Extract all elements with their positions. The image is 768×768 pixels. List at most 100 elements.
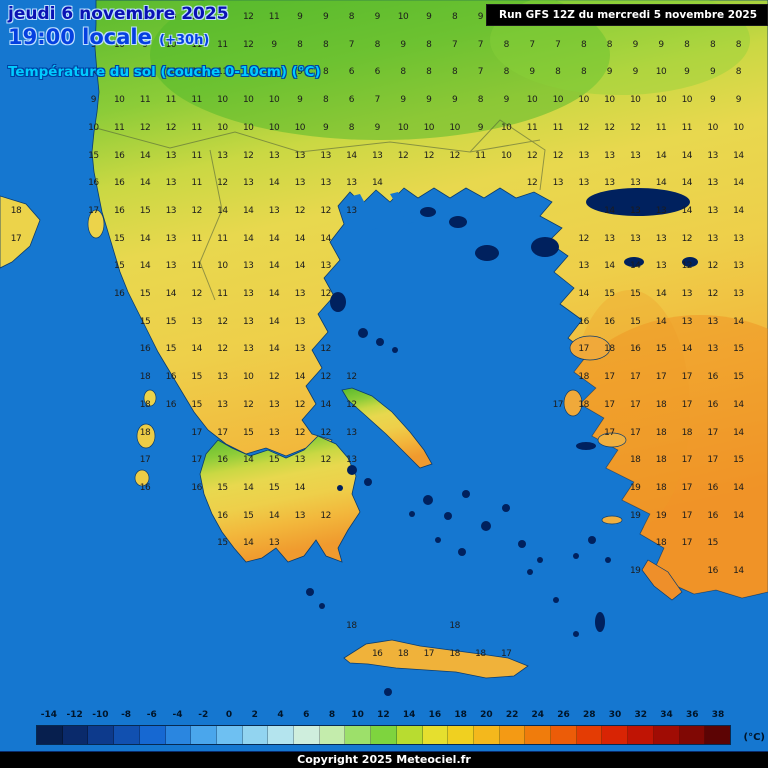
scale-tick-label: 38 [711,710,725,720]
temp-value: 11 [268,12,280,22]
temp-value: 13 [165,233,177,244]
temp-value: 16 [113,205,125,216]
temp-value: 11 [217,289,228,299]
valid-time-label: 19:00 locale [8,25,152,49]
temp-value: 13 [346,455,357,466]
scale-tick-label: 14 [402,710,416,720]
temp-value: 16 [139,482,151,493]
temp-value: 14 [320,399,331,410]
temp-value: 13 [242,344,254,355]
temp-value: 13 [294,455,306,466]
temp-value: 17 [707,455,718,466]
temp-value: 8 [580,39,587,50]
temp-value: 15 [733,455,744,466]
temp-value: 11 [165,95,177,106]
temp-value: 13 [217,399,228,410]
temp-value: 13 [242,261,254,272]
temp-value: 13 [294,510,306,521]
temp-value: 13 [578,178,589,189]
temp-value: 14 [242,538,254,549]
temp-value: 12 [552,150,564,161]
temp-value: 13 [242,316,254,327]
temp-value: 17 [191,455,202,466]
scale-swatch [396,726,423,744]
temp-value: 13 [217,372,228,383]
temp-value: 10 [268,95,280,106]
temp-value: 9 [426,12,432,22]
temp-value: 12 [707,261,718,272]
temp-value: 14 [294,482,306,493]
temp-value: 12 [191,289,202,299]
temp-value: 17 [191,427,202,438]
temp-value: 12 [294,399,306,410]
temp-value: 15 [217,538,228,549]
scale-swatch [705,726,730,744]
temp-value: 14 [733,482,744,493]
temp-value: 8 [451,12,458,22]
scale-swatch [448,726,474,744]
temp-value: 10 [397,122,409,133]
temp-value: 18 [139,399,151,410]
temp-value: 15 [139,205,151,216]
temp-value: 10 [604,95,615,106]
temp-value: 14 [655,289,667,299]
temp-value: 12 [320,455,331,466]
temp-value: 16 [217,455,228,466]
temp-value: 17 [423,649,435,660]
temp-value: 19 [629,566,641,576]
temp-value: 16 [139,344,151,355]
temp-value: 19 [629,510,641,521]
temp-value: 8 [348,12,355,22]
temp-value: 12 [320,510,331,521]
temp-value: 10 [165,67,177,78]
temp-value: 11 [191,150,202,161]
island-crete [343,639,529,679]
temp-value: 14 [681,178,693,189]
temp-value: 15 [629,316,641,327]
temp-value: 12 [242,39,254,50]
temp-value: 15 [707,538,718,549]
temp-value: 14 [733,566,744,576]
temp-value: 14 [733,150,744,161]
scale-tick-label: 8 [328,710,336,720]
temp-value: 14 [294,233,306,244]
scale-tick-label: 20 [480,710,493,720]
temp-value: 18 [655,455,667,466]
temp-value: 15 [165,344,177,355]
temp-value: 17 [681,455,693,466]
temp-value: 6 [348,95,355,106]
temp-value: 13 [604,150,615,161]
temp-value: 17 [681,510,693,521]
scale-tick-label: -6 [146,710,157,720]
temp-value: 13 [629,233,641,244]
scale-tick-label: 0 [225,710,233,720]
temp-value: 12 [268,372,280,383]
color-scale: -14 -12 -10 -8 -6 -4 -2 0 2 4 6 8 10 12 14 16 18 20 22 24 26… [36,710,765,745]
scale-tick-label: -12 [66,710,83,720]
scale-swatch [62,726,89,744]
temp-value: 10 [113,39,125,50]
temp-value: 13 [707,344,718,355]
scale-bar [36,725,731,745]
country-borders [95,119,546,301]
temp-value: 14 [371,178,383,189]
temp-value: 10 [500,150,512,161]
temp-value: 16 [604,316,615,327]
temp-value: 14 [604,205,615,216]
temp-value: 13 [629,205,641,216]
temp-value: 12 [165,122,177,133]
scale-swatch [294,726,320,744]
temp-value: 13 [191,316,202,327]
temp-value: 11 [139,95,151,106]
temp-value: 13 [294,316,306,327]
temp-value: 17 [655,372,667,383]
temp-value: 14 [268,289,280,299]
temp-value: 10 [165,39,177,50]
temp-value: 18 [655,427,667,438]
temp-value: 11 [526,122,538,133]
scale-tick-label: -10 [92,710,109,720]
scale-swatch [37,726,63,744]
temp-value: 10 [578,95,589,106]
temp-value: 14 [681,344,693,355]
scale-swatch [242,726,269,744]
